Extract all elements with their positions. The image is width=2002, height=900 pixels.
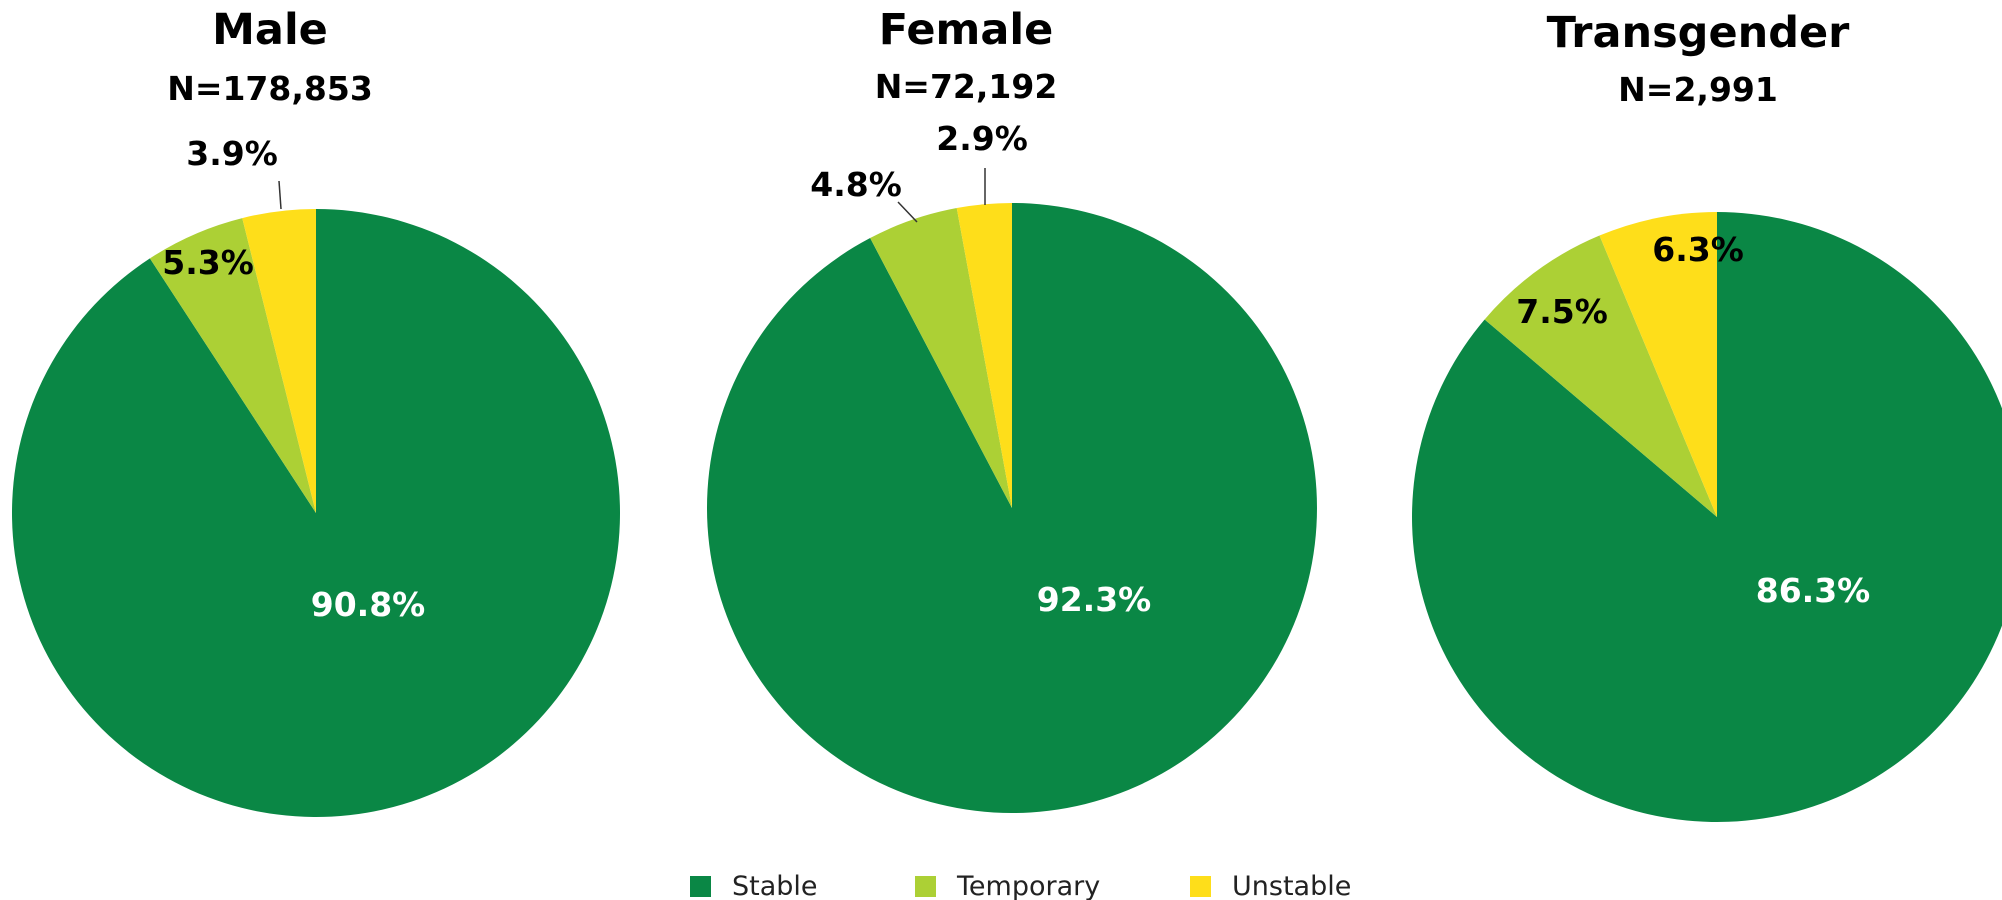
pie-slice-temporary xyxy=(1484,235,1717,518)
pie-slice-temporary xyxy=(149,218,316,513)
legend-swatch xyxy=(690,876,711,897)
data-label-unstable: 3.9% xyxy=(186,134,278,173)
data-label-temporary: 7.5% xyxy=(1516,292,1608,331)
legend-label: Unstable xyxy=(1232,871,1351,900)
pie-title: Male xyxy=(212,5,328,55)
data-label-temporary: 5.3% xyxy=(162,243,254,282)
pie-slice-unstable xyxy=(242,209,316,513)
pie-slice-stable xyxy=(706,203,1317,814)
data-label-stable: 86.3% xyxy=(1756,571,1871,610)
pie-slice-temporary xyxy=(870,208,1012,509)
pie-female: Female N=72,192 92.3% 4.8% 2.9% xyxy=(706,5,1317,814)
pie-slice-stable xyxy=(1412,212,2002,822)
pie-sample-size: N=72,192 xyxy=(875,67,1058,106)
legend-label: Stable xyxy=(732,871,818,900)
data-label-stable: 90.8% xyxy=(311,585,426,624)
pie-title: Female xyxy=(879,5,1054,55)
pie-slice-unstable xyxy=(956,203,1012,508)
pie-transgender: Transgender N=2,991 86.3% 7.5% 6.3% xyxy=(1412,8,2002,822)
leader-line xyxy=(897,201,918,223)
pie-slice-unstable xyxy=(1599,212,1717,517)
pie-sample-size: N=2,991 xyxy=(1618,70,1778,109)
leader-line xyxy=(278,180,282,210)
legend-label: Temporary xyxy=(956,871,1100,900)
data-label-stable: 92.3% xyxy=(1037,580,1152,619)
legend-swatch xyxy=(915,876,936,897)
data-label-temporary: 4.8% xyxy=(810,165,902,204)
pie-slice-stable xyxy=(12,209,621,817)
pie-sample-size: N=178,853 xyxy=(167,69,373,108)
pie-male: Male N=178,853 90.8% 5.3% 3.9% xyxy=(12,5,621,817)
legend-swatch xyxy=(1190,876,1211,897)
data-label-unstable: 2.9% xyxy=(936,119,1028,158)
legend-item-unstable: Unstable xyxy=(1190,871,1351,900)
pie-title: Transgender xyxy=(1547,8,1851,58)
legend-item-stable: Stable xyxy=(690,871,818,900)
legend: Stable Temporary Unstable xyxy=(690,871,1351,900)
legend-item-temporary: Temporary xyxy=(915,871,1100,900)
data-label-unstable: 6.3% xyxy=(1652,230,1744,269)
